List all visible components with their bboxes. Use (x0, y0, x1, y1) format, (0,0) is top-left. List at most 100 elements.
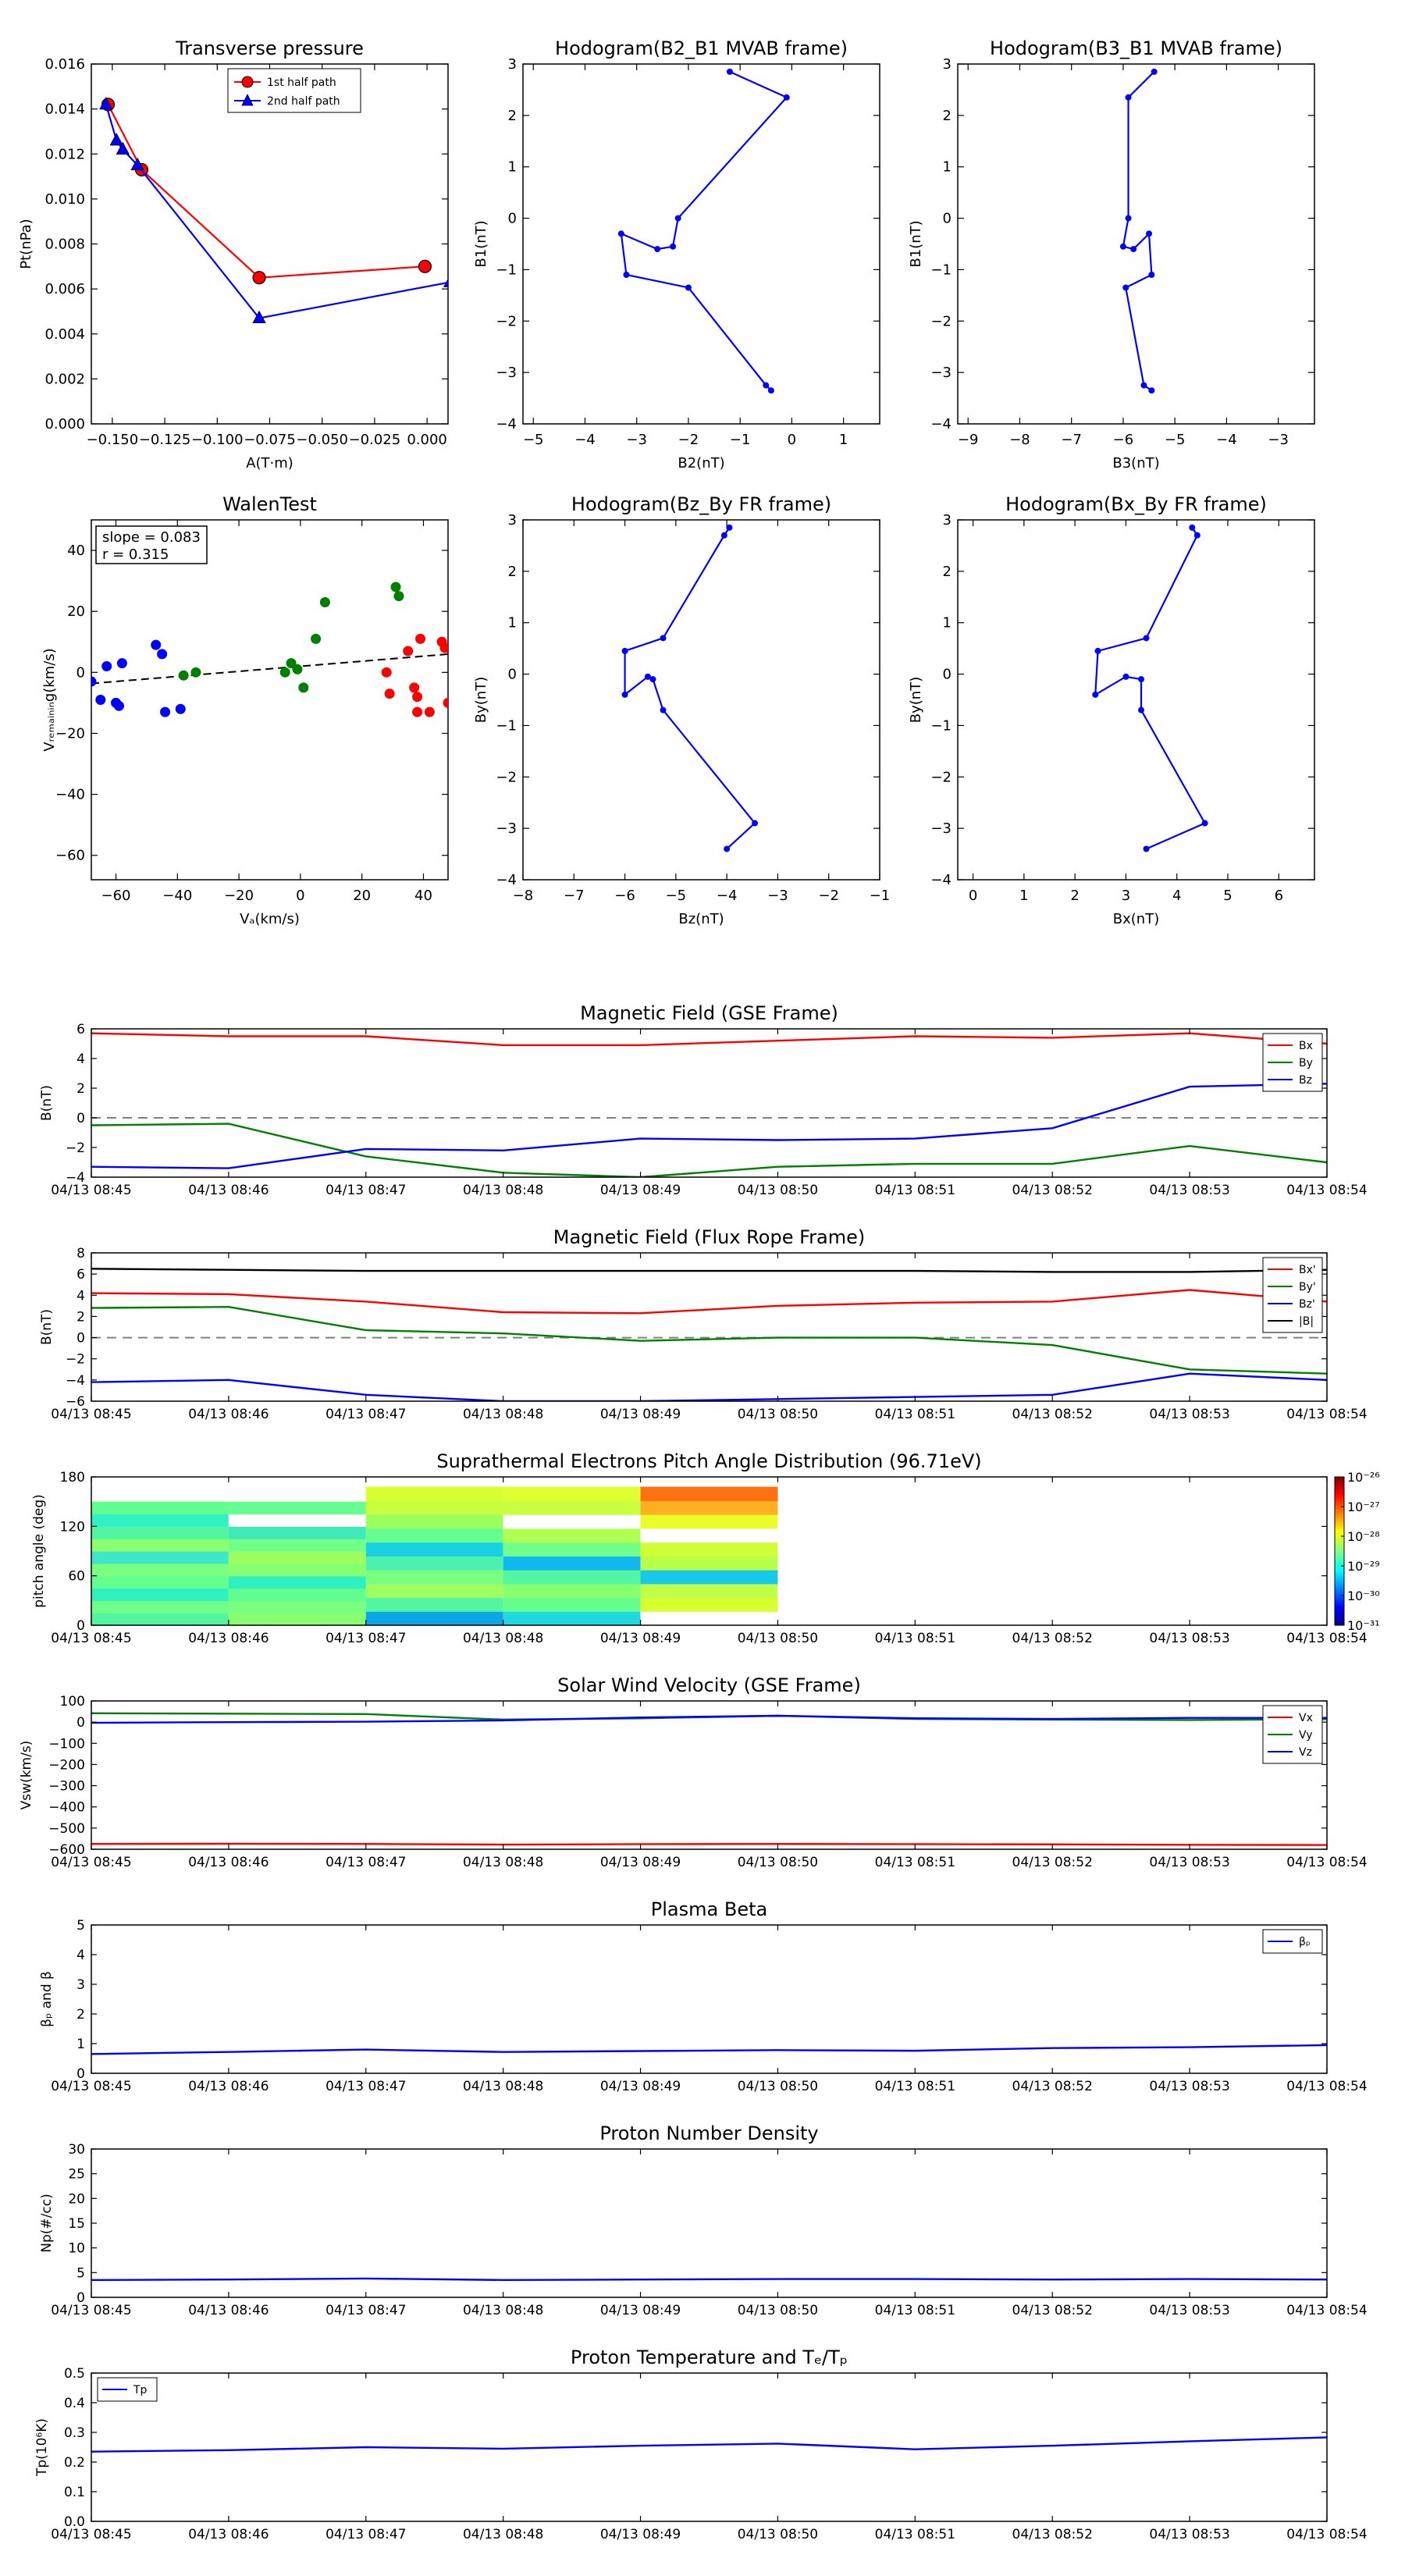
h3-ytick-label: 3 (508, 512, 517, 528)
beta-ytick-label: 3 (76, 1977, 85, 1993)
pad-colorbar-label: 10⁻³¹ (1347, 1618, 1380, 1633)
walen-annotation: r = 0.315 (102, 546, 169, 563)
pad-cell (91, 1588, 229, 1601)
pad-cell (640, 1570, 778, 1585)
h1-xtick-label: 0 (788, 432, 796, 448)
h2-chart: Hodogram(B3_B1 MVAB frame) −9 −8 −7 −6 −5 −4 −3… (908, 37, 1315, 471)
h4-chart: Hodogram(Bx_By FR frame) 0 1 2 3 4 5 6 −4 −3 −2 −1 0… (908, 493, 1315, 927)
walen-xlabel: Vₐ(km/s) (240, 911, 300, 927)
h3-point (660, 706, 667, 713)
mf_fr-title: Magnetic Field (Flux Rope Frame) (553, 1226, 865, 1248)
beta-chart: Plasma Beta 04/13 08:45 04/13 08:46 04/13 0… (39, 1898, 1368, 2094)
tp-plot-area (99, 97, 448, 323)
np-xtick-label: 04/13 08:52 (1012, 2303, 1093, 2318)
h2-point (1130, 246, 1137, 253)
mf_gse-ytick-label: −4 (66, 1170, 85, 1186)
h1-xtick-label: −5 (523, 432, 544, 448)
tp-xtick-label: −0.100 (191, 432, 244, 448)
walen-xtick-label: −20 (224, 888, 254, 904)
vsw-ytick-label: −500 (48, 1821, 85, 1837)
h3-ytick-label: −2 (496, 769, 517, 785)
np-plot-area (91, 2277, 1327, 2282)
mf_fr-legend-label: By' (1299, 1281, 1316, 1293)
walen-point (95, 695, 106, 705)
mf_gse-ytick-label: −2 (66, 1140, 85, 1156)
tp-point (109, 133, 123, 146)
h3-ytick-label: −4 (496, 872, 517, 888)
h3-ylabel: By(nT) (473, 677, 489, 723)
walen-xtick-label: 20 (353, 888, 371, 904)
h3-xtick-label: −2 (818, 888, 839, 904)
tp2-xtick-label: 04/13 08:45 (51, 2527, 131, 2542)
pad-ytick-label: 0 (76, 1618, 85, 1634)
tp2-xtick-label: 04/13 08:49 (600, 2527, 681, 2542)
beta-xtick-label: 04/13 08:53 (1149, 2079, 1229, 2094)
mf_fr-xtick-label: 04/13 08:51 (875, 1407, 955, 1422)
h4-point (1138, 676, 1145, 683)
pad-cell (228, 1613, 366, 1625)
pad-xtick-label: 04/13 08:46 (188, 1631, 269, 1646)
tp2-xtick-label: 04/13 08:54 (1286, 2527, 1367, 2542)
tp2-legend-label: Tp (133, 2384, 148, 2396)
h2-series-line (1122, 71, 1155, 392)
tp-series-line (105, 104, 448, 319)
h1-point (623, 272, 630, 279)
mf_fr-xtick-label: 04/13 08:50 (738, 1407, 818, 1422)
pad-colorbar-label: 10⁻²⁹ (1347, 1559, 1380, 1574)
mf_gse-chart: Magnetic Field (GSE Frame) 04/13 08:45 04/… (39, 1002, 1368, 1198)
tp2-title: Proton Temperature and Tₑ/Tₚ (571, 2347, 848, 2368)
pad-title: Suprathermal Electrons Pitch Angle Distr… (436, 1450, 981, 1472)
pad-xtick-label: 04/13 08:51 (875, 1631, 955, 1646)
pad-cell (640, 1611, 778, 1625)
h1-xtick-label: −2 (678, 432, 699, 448)
mf_gse-plot-area (91, 1032, 1327, 1177)
mf_fr-ytick-label: 8 (76, 1246, 85, 1261)
h1-title: Hodogram(B2_B1 MVAB frame) (555, 37, 848, 59)
mf_fr-legend-label: Bz' (1299, 1298, 1315, 1311)
h1-point (763, 382, 770, 389)
beta-ylabel: βₚ and β (39, 1971, 55, 2027)
h3-xtick-label: −1 (870, 888, 891, 904)
tp-ytick-label: 0.012 (44, 146, 85, 162)
pad-cell (365, 1486, 503, 1501)
beta-xtick-label: 04/13 08:50 (738, 2079, 818, 2094)
pad-cell (228, 1563, 366, 1577)
h3-frame (522, 519, 880, 881)
pad-cell (228, 1600, 366, 1614)
pad-cell (91, 1501, 229, 1515)
vsw-ytick-label: −100 (48, 1736, 85, 1752)
pad-cell (228, 1501, 366, 1515)
h4-xtick-label: 5 (1223, 888, 1232, 904)
pad-cell (640, 1597, 778, 1612)
vsw-series-line (91, 1842, 1327, 1846)
h3-chart: Hodogram(Bz_By FR frame) −8 −7 −6 −5 −4 −3 −2 −1… (473, 493, 890, 927)
walen-point (175, 703, 186, 714)
h1-point (670, 243, 677, 250)
vsw-xtick-label: 04/13 08:50 (738, 1855, 818, 1870)
walen-ytick-label: 0 (76, 664, 85, 681)
pad-cell (503, 1500, 641, 1515)
walen-frame (91, 519, 449, 881)
tp2-ytick-label: 0.5 (64, 2366, 85, 2382)
vsw-xtick-label: 04/13 08:54 (1286, 1855, 1367, 1870)
h4-point (1143, 635, 1150, 642)
h4-point (1189, 524, 1196, 531)
tp-chart: Transverse pressure−0.150 −0.125 −0.100 −0.… (18, 37, 449, 471)
walen-xtick-label: −40 (162, 888, 192, 904)
h4-xtick-label: 6 (1275, 888, 1283, 904)
tp-ytick-label: 0.006 (44, 281, 85, 297)
mf_fr-ytick-label: −2 (66, 1352, 85, 1368)
h3-ytick-label: 1 (508, 615, 517, 632)
np-ytick-label: 25 (68, 2167, 85, 2183)
h3-point (726, 524, 733, 531)
h2-title: Hodogram(B3_B1 MVAB frame) (990, 37, 1282, 59)
walen-point (319, 596, 330, 607)
tp-legend-marker (241, 76, 254, 88)
vsw-frame (91, 1700, 1328, 1850)
np-ytick-label: 30 (68, 2142, 85, 2158)
h4-xlabel: Bx(nT) (1113, 911, 1159, 927)
mf_gse-title: Magnetic Field (GSE Frame) (580, 1002, 838, 1024)
h1-xlabel: B2(nT) (678, 455, 724, 471)
h2-xtick-label: −7 (1061, 432, 1082, 448)
h2-xtick-label: −5 (1165, 432, 1186, 448)
